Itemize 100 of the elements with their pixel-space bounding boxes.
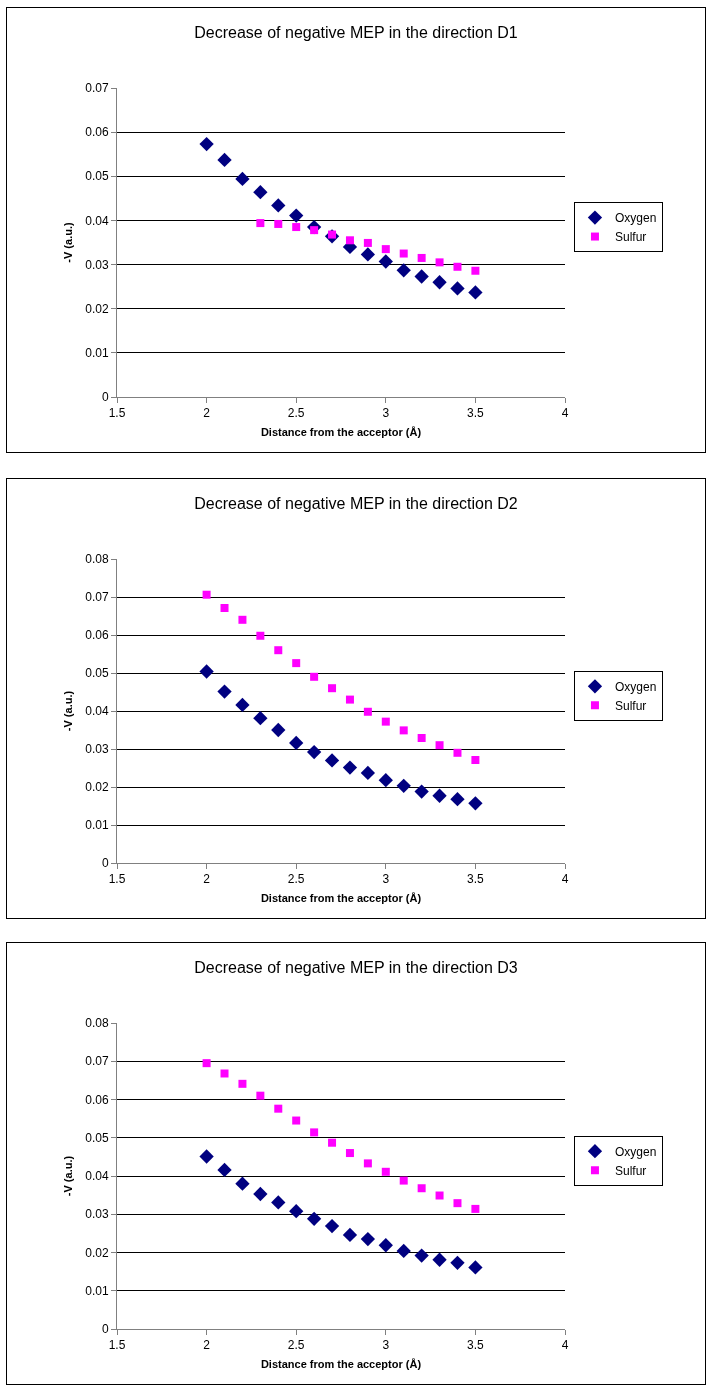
y-tick-label: 0.07 — [85, 81, 109, 96]
point — [271, 198, 286, 213]
point — [235, 697, 250, 713]
point — [381, 717, 390, 726]
point — [202, 1059, 211, 1068]
point — [417, 733, 426, 742]
point — [306, 1211, 322, 1226]
point — [399, 249, 408, 258]
point — [310, 672, 319, 681]
point — [450, 281, 465, 296]
point — [253, 711, 268, 726]
chart-title: Decrease of negative MEP in the direction D2 — [194, 495, 518, 513]
y-tick-label: 0.06 — [85, 1092, 109, 1107]
y-tick-label: 0.01 — [85, 346, 109, 361]
point — [378, 1238, 393, 1253]
point — [292, 223, 301, 232]
point — [306, 744, 322, 760]
point — [274, 1104, 283, 1113]
y-tick-label: 0.05 — [85, 666, 109, 681]
chart-title: Decrease of negative MEP in the direction D3 — [194, 959, 518, 977]
legend-label: Oxygen — [614, 679, 657, 694]
point — [435, 1191, 444, 1200]
point — [235, 1176, 250, 1191]
point — [468, 285, 483, 300]
point — [363, 238, 372, 247]
point — [328, 684, 337, 693]
y-tick-label: 0.03 — [85, 1207, 109, 1222]
point — [342, 760, 358, 775]
point — [202, 590, 211, 599]
y-axis-title: -V (a.u.) — [61, 222, 74, 263]
x-tick-label: 3.5 — [467, 1338, 485, 1353]
x-tick-label: 2 — [203, 872, 211, 887]
y-tick-label: 0.04 — [85, 1169, 109, 1184]
y-tick-label: 0.07 — [85, 590, 109, 605]
point — [432, 788, 447, 803]
x-tick-label: 2 — [203, 1338, 211, 1353]
y-axis-title: -V (a.u.) — [61, 1155, 74, 1197]
point — [414, 269, 429, 284]
y-tick-label: 0.01 — [85, 1283, 109, 1298]
point — [253, 185, 268, 200]
y-tick-label: 0 — [101, 856, 109, 871]
y-tick-label: 0.05 — [85, 1130, 109, 1145]
point — [271, 1195, 286, 1210]
x-tick-label: 2.5 — [287, 872, 305, 887]
y-tick-label: 0.01 — [85, 818, 109, 833]
point — [256, 631, 265, 640]
point — [414, 784, 429, 799]
point — [453, 262, 462, 271]
x-axis-title: Distance from the acceptor (Å) — [260, 1357, 422, 1370]
x-axis-title: Distance from the acceptor (Å) — [260, 425, 422, 438]
x-tick-label: 3.5 — [467, 406, 485, 421]
point — [220, 1069, 229, 1078]
point — [435, 258, 444, 267]
x-tick-label: 3.5 — [467, 872, 485, 887]
y-tick-label: 0 — [101, 1322, 109, 1337]
point — [217, 684, 232, 699]
y-tick-label: 0.03 — [85, 742, 109, 757]
y-tick-label: 0 — [101, 390, 109, 405]
point — [345, 236, 354, 245]
point — [399, 726, 408, 735]
point — [471, 266, 480, 275]
point — [324, 1218, 340, 1234]
x-tick-label: 2.5 — [287, 406, 305, 421]
point — [468, 796, 483, 811]
x-tick-label: 4 — [561, 872, 569, 887]
y-tick-label: 0.02 — [85, 780, 109, 795]
point — [453, 1199, 462, 1208]
y-tick-label: 0.06 — [85, 125, 109, 140]
y-axis-title: -V (a.u.) — [61, 690, 74, 732]
legend-label: Oxygen — [614, 211, 657, 226]
point — [378, 773, 393, 788]
point — [363, 1159, 372, 1168]
x-axis-title: Distance from the acceptor (Å) — [260, 891, 422, 904]
y-tick-label: 0.02 — [85, 301, 109, 316]
point — [432, 275, 447, 290]
point — [396, 263, 411, 278]
y-tick-label: 0.08 — [85, 552, 109, 567]
point — [253, 1186, 268, 1202]
point — [256, 1091, 265, 1100]
point — [345, 1149, 354, 1158]
point — [399, 1176, 408, 1185]
x-tick-label: 3 — [382, 872, 390, 887]
x-tick-label: 4 — [561, 1338, 569, 1353]
point — [256, 219, 265, 228]
y-tick-label: 0.02 — [85, 1245, 109, 1260]
point — [471, 1204, 480, 1213]
x-tick-label: 4 — [561, 406, 569, 421]
y-tick-label: 0.06 — [85, 628, 109, 643]
point — [396, 1243, 411, 1259]
x-tick-label: 3 — [382, 1338, 390, 1353]
point — [381, 1167, 390, 1176]
point — [271, 722, 286, 738]
point — [396, 778, 411, 794]
x-tick-label: 2 — [203, 406, 211, 421]
y-tick-label: 0.04 — [85, 704, 109, 719]
point — [453, 748, 462, 757]
point — [414, 1248, 429, 1263]
point — [360, 765, 376, 781]
y-tick-label: 0.08 — [85, 1016, 109, 1031]
point — [381, 245, 390, 254]
